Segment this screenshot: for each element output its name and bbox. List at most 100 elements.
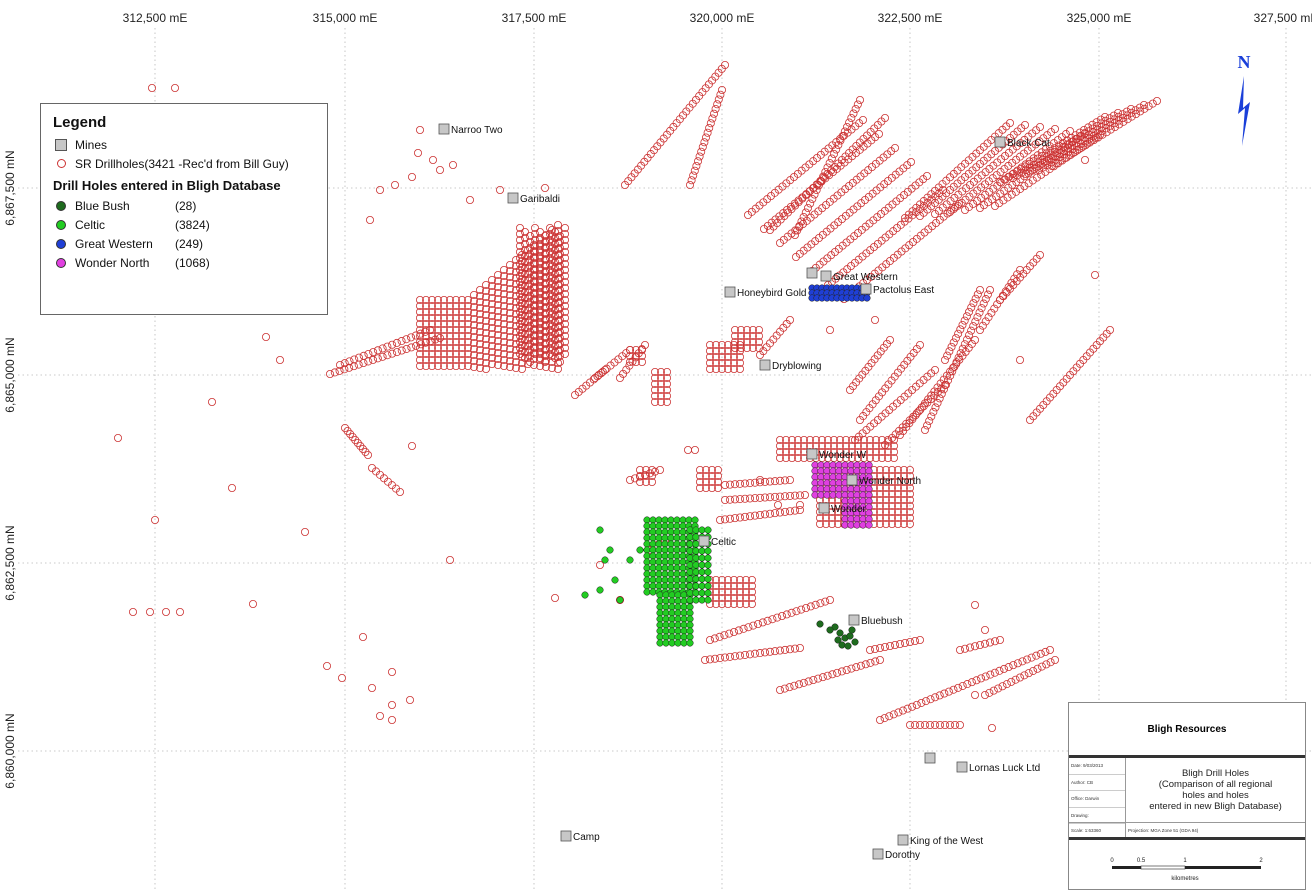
sr-drillhole xyxy=(972,676,981,685)
sr-drillhole xyxy=(128,608,137,617)
sr-drillhole xyxy=(536,353,545,362)
sr-drillhole xyxy=(546,265,555,274)
sr-drillhole xyxy=(487,335,496,344)
sr-drillhole xyxy=(378,352,387,361)
sr-drillhole xyxy=(526,249,535,258)
sr-drillhole xyxy=(531,247,540,256)
sr-drillhole xyxy=(1098,127,1107,136)
sr-drillhole xyxy=(1081,155,1090,164)
sr-drillhole xyxy=(526,327,535,336)
sr-drillhole xyxy=(984,198,993,207)
sr-drillhole xyxy=(730,582,739,591)
sr-drillhole xyxy=(856,661,865,670)
sr-drillhole xyxy=(781,492,790,501)
bligh-drillhole xyxy=(656,591,664,599)
bligh-drillhole xyxy=(692,568,700,576)
sr-drillhole xyxy=(1033,664,1042,673)
bligh-drillhole xyxy=(649,528,657,536)
sr-drillhole xyxy=(967,326,976,335)
sr-drillhole xyxy=(1089,128,1098,137)
sr-drillhole xyxy=(451,307,460,316)
sr-drillhole xyxy=(561,241,570,250)
sr-drillhole xyxy=(826,596,835,605)
bligh-drillhole xyxy=(853,491,861,499)
sr-drillhole xyxy=(363,450,372,459)
sr-drillhole xyxy=(657,391,666,400)
bligh-drillhole xyxy=(656,633,664,641)
sr-drillhole xyxy=(1080,129,1089,138)
sr-drillhole xyxy=(433,343,442,352)
sr-drillhole xyxy=(451,319,460,328)
sr-drillhole xyxy=(463,337,472,346)
sr-drillhole xyxy=(996,177,1005,186)
sr-drillhole xyxy=(512,255,521,264)
sr-drillhole xyxy=(1085,134,1094,143)
sr-drillhole xyxy=(852,663,861,672)
sr-drillhole xyxy=(487,275,496,284)
sr-drillhole xyxy=(712,340,721,349)
bligh-drillhole xyxy=(649,570,657,578)
sr-drillhole xyxy=(834,140,843,149)
sr-drillhole xyxy=(526,231,535,240)
bligh-drillhole xyxy=(841,521,849,529)
easting-label: 320,000 mE xyxy=(690,11,755,25)
sr-drillhole xyxy=(387,716,396,725)
sr-drillhole xyxy=(819,172,828,181)
sr-drillhole xyxy=(1053,136,1062,145)
bligh-drillhole xyxy=(643,528,651,536)
sr-drillhole xyxy=(433,313,442,322)
sr-drillhole xyxy=(353,438,362,447)
mine-label: Wonder North xyxy=(859,476,921,487)
sr-drillhole xyxy=(531,277,540,286)
sr-drillhole xyxy=(451,337,460,346)
bligh-drillhole xyxy=(817,479,825,487)
sr-drillhole xyxy=(736,582,745,591)
bligh-drillhole xyxy=(668,597,676,605)
sr-drillhole xyxy=(487,299,496,308)
sr-drillhole xyxy=(445,295,454,304)
sr-drillhole xyxy=(541,285,550,294)
sr-drillhole xyxy=(531,313,540,322)
sr-drillhole xyxy=(891,641,900,650)
sr-drillhole xyxy=(983,290,992,299)
sr-drillhole xyxy=(536,361,545,370)
bligh-drillhole xyxy=(656,609,664,617)
sr-drillhole xyxy=(551,239,560,248)
sr-drillhole xyxy=(1026,167,1035,176)
sr-drillhole xyxy=(526,279,535,288)
sr-drillhole xyxy=(1060,150,1069,159)
sr-drillhole xyxy=(541,249,550,258)
sr-drillhole xyxy=(1004,283,1013,292)
sr-drillhole xyxy=(516,253,525,262)
sr-drillhole xyxy=(1123,111,1132,120)
sr-drillhole xyxy=(663,373,672,382)
sr-drillhole xyxy=(876,514,885,523)
sr-drillhole xyxy=(731,343,740,352)
sr-drillhole xyxy=(536,241,545,250)
sr-drillhole xyxy=(421,301,430,310)
legend-row-celtic: Celtic (3824) xyxy=(53,215,317,234)
sr-drillhole xyxy=(521,305,530,314)
scalebar: 0 0.5 1 2 kilometres xyxy=(1069,840,1305,890)
sr-drillhole xyxy=(1037,170,1046,179)
sr-drillhole xyxy=(1077,143,1086,152)
sr-drillhole xyxy=(541,339,550,348)
sr-drillhole xyxy=(516,301,525,310)
sr-drillhole xyxy=(900,489,909,498)
sr-drillhole xyxy=(481,304,490,313)
sr-drillhole xyxy=(896,640,905,649)
sr-drillhole xyxy=(619,369,628,378)
sr-drillhole xyxy=(800,441,809,450)
sr-drillhole xyxy=(1052,159,1061,168)
sr-drillhole xyxy=(911,721,920,730)
sr-drillhole xyxy=(1153,97,1162,106)
sr-drillhole xyxy=(686,180,695,189)
sr-drillhole xyxy=(718,576,727,585)
sr-drillhole xyxy=(981,317,990,326)
sr-drillhole xyxy=(421,319,430,328)
sr-drillhole xyxy=(741,479,750,488)
sr-drillhole xyxy=(512,279,521,288)
sr-drillhole xyxy=(724,600,733,609)
sr-drillhole xyxy=(546,301,555,310)
